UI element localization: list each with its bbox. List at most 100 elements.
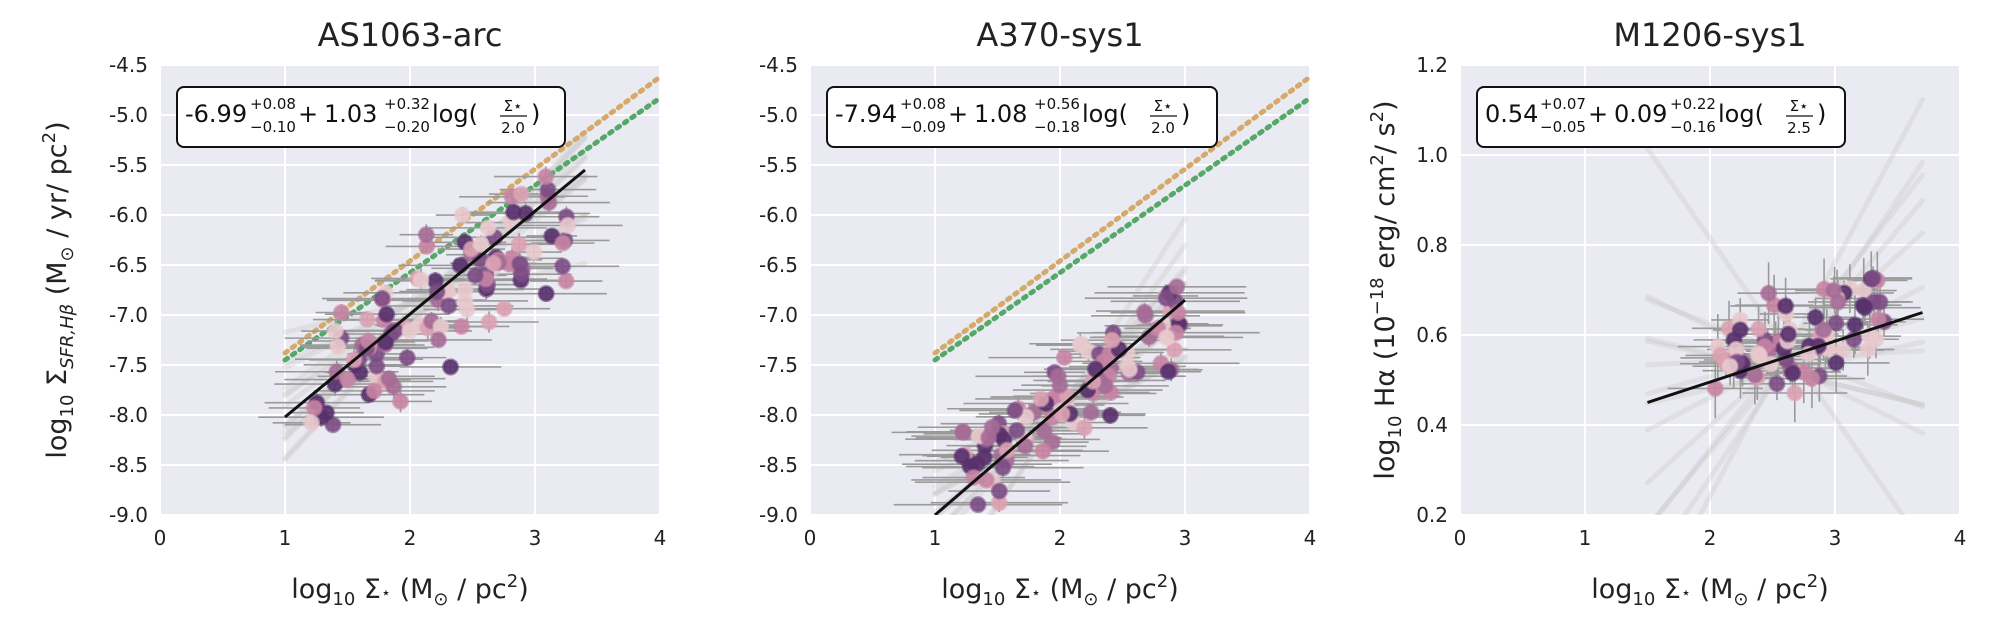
equation-intercept-lower: −0.05 xyxy=(1540,118,1586,136)
best-fit-line xyxy=(1647,311,1923,404)
data-point xyxy=(1136,303,1154,321)
data-point xyxy=(969,496,987,514)
data-point xyxy=(1750,320,1768,338)
x-tick-label: 2 xyxy=(1704,526,1717,550)
data-point xyxy=(1779,325,1797,343)
equation-pivot-denominator: 2.5 xyxy=(1787,119,1811,137)
equation-intercept: -7.94 xyxy=(835,100,897,128)
data-point xyxy=(554,234,572,252)
data-point xyxy=(452,317,470,335)
x-tick-label: 4 xyxy=(1954,526,1967,550)
data-point xyxy=(1827,314,1845,332)
y-tick-labels: -9.0 -8.5 -8.0 -7.5 -7.0 -6.5 -6.0 -5.5 -5.0 -4.5 xyxy=(759,53,798,527)
equation-close: ) xyxy=(1181,100,1190,128)
y-tick-label: -6.5 xyxy=(109,253,148,277)
x-tick-label: 1 xyxy=(1579,526,1592,550)
y-tick-label: -7.0 xyxy=(109,303,148,327)
equation-pivot-denominator: 2.0 xyxy=(501,119,525,137)
x-tick-label: 1 xyxy=(929,526,942,550)
y-tick-label: -4.5 xyxy=(109,53,148,77)
panel-as1063-arc: AS1063-arc 0 1 2 3 4 -9.0 -8.5 -8.0 -7.5 -7.0 -6.… xyxy=(39,16,666,610)
data-point xyxy=(1760,284,1778,302)
panel-m1206-sys1: M1206-sys1 0 1 2 3 4 0.2 0.4 0.6 0.8 1.0 1.2 0.54… xyxy=(1367,16,1967,610)
y-tick-label: -6.0 xyxy=(109,203,148,227)
y-tick-labels: 0.2 0.4 0.6 0.8 1.0 1.2 xyxy=(1416,53,1448,527)
panel-title: M1206-sys1 xyxy=(1613,16,1806,54)
reference-relation-line xyxy=(932,95,1310,363)
data-point xyxy=(1803,370,1821,388)
data-point xyxy=(442,358,460,376)
data-point xyxy=(303,414,321,432)
data-point xyxy=(510,235,528,253)
data-point xyxy=(380,370,398,388)
data-point xyxy=(1157,289,1175,307)
y-tick-label: -5.0 xyxy=(759,103,798,127)
x-tick-label: 0 xyxy=(1454,526,1467,550)
data-point xyxy=(953,447,971,465)
data-point xyxy=(472,235,490,253)
y-tick-label: -7.5 xyxy=(759,353,798,377)
data-point xyxy=(305,399,323,417)
equation-close: ) xyxy=(531,100,540,128)
data-point xyxy=(998,441,1016,459)
data-point xyxy=(990,482,1008,500)
y-tick-label: -9.0 xyxy=(759,503,798,527)
equation-slope-upper: +0.22 xyxy=(1670,95,1716,113)
y-tick-label: -8.5 xyxy=(109,453,148,477)
data-point xyxy=(432,318,450,336)
equation-pivot-numerator: Σ⋆ xyxy=(504,97,523,115)
y-tick-label: -7.5 xyxy=(109,353,148,377)
data-point xyxy=(1712,346,1730,364)
data-point xyxy=(453,206,471,224)
data-point xyxy=(1032,390,1050,408)
data-point xyxy=(559,216,577,234)
x-tick-label: 0 xyxy=(154,526,167,550)
equation-pivot-denominator: 2.0 xyxy=(1151,119,1175,137)
data-point xyxy=(1034,442,1052,460)
data-point xyxy=(1706,379,1724,397)
x-tick-label: 2 xyxy=(404,526,417,550)
fit-equation-box: -7.94 +0.08 −0.09 + 1.08 +0.56 −0.18 log… xyxy=(826,86,1218,148)
equation-slope-lower: −0.16 xyxy=(1670,118,1716,136)
data-point xyxy=(1786,384,1804,402)
plot-content xyxy=(258,74,660,463)
equation-slope-lower: −0.18 xyxy=(1034,118,1080,136)
equation-intercept-lower: −0.09 xyxy=(900,118,946,136)
y-tick-label: 1.0 xyxy=(1416,143,1448,167)
data-point xyxy=(1751,347,1769,365)
x-tick-labels: 0 1 2 3 4 xyxy=(154,526,667,550)
data-point xyxy=(398,349,416,367)
data-point xyxy=(1103,331,1121,349)
x-tick-label: 1 xyxy=(279,526,292,550)
data-layer xyxy=(891,74,1310,515)
x-tick-labels: 0 1 2 3 4 xyxy=(1454,526,1967,550)
equation-intercept-lower: −0.10 xyxy=(250,118,296,136)
data-point xyxy=(994,459,1012,477)
equation-slope-upper: +0.32 xyxy=(384,95,430,113)
equation-plus-sign: + xyxy=(298,100,318,128)
data-point xyxy=(1721,357,1739,375)
panel-a370-sys1: A370-sys1 0 1 2 3 4 -9.0 -8.5 -8.0 -7.5 -7.0 -6.5… xyxy=(759,16,1316,610)
equation-log: log( xyxy=(432,100,478,128)
equation-close: ) xyxy=(1817,100,1826,128)
data-point xyxy=(339,371,357,389)
x-axis-label: log10 Σ⋆ (M⊙ / pc2) xyxy=(941,571,1179,610)
y-tick-label: 1.2 xyxy=(1416,53,1448,77)
data-point xyxy=(537,168,555,186)
plot-content xyxy=(1645,97,1925,515)
data-point xyxy=(1807,308,1825,326)
equation-slope: 0.09 xyxy=(1614,100,1667,128)
data-point xyxy=(326,322,344,340)
data-point xyxy=(1072,335,1090,353)
equation-intercept-upper: +0.08 xyxy=(900,95,946,113)
data-layer xyxy=(1645,97,1925,515)
y-tick-label: -7.0 xyxy=(759,303,798,327)
data-point xyxy=(975,448,993,466)
data-point xyxy=(1035,422,1053,440)
equation-slope: 1.03 xyxy=(324,100,377,128)
data-point xyxy=(1864,269,1882,287)
x-tick-label: 4 xyxy=(654,526,667,550)
data-point xyxy=(1006,401,1024,419)
y-tick-label: -5.5 xyxy=(759,153,798,177)
